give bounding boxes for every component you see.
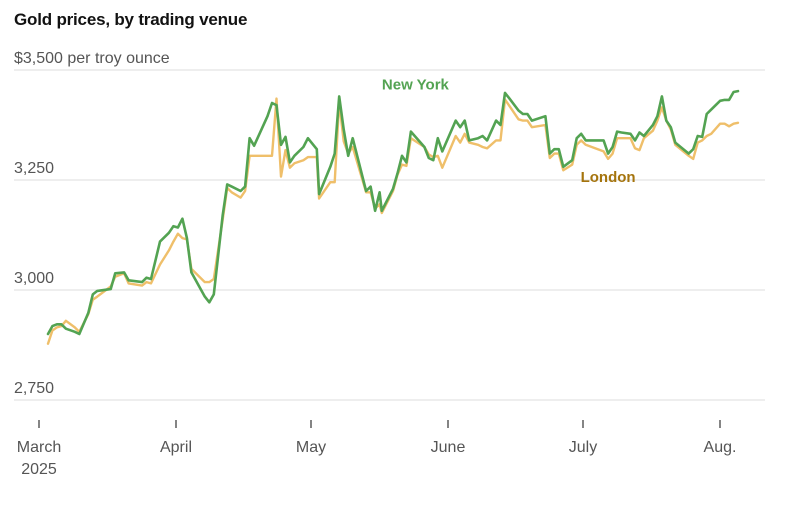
- grid: $3,500 per troy ounce 3,250 3,000 2,750: [14, 50, 765, 401]
- series-line-new-york: [46, 89, 740, 336]
- x-tick-label-1: April: [160, 439, 192, 456]
- x-tick-label-5: Aug.: [704, 439, 737, 456]
- series-label-london: London: [581, 169, 636, 186]
- x-tick-label-2: May: [296, 439, 326, 456]
- x-tick-label-4: July: [569, 439, 597, 456]
- series-label-new-york: New York: [382, 76, 450, 93]
- y-tick-label-0: $3,500 per troy ounce: [14, 50, 170, 67]
- series-lines: [46, 89, 740, 345]
- x-tick-label-0: March: [17, 439, 61, 456]
- x-tick-sublabel-0: 2025: [21, 461, 57, 478]
- y-tick-label-3: 2,750: [14, 380, 54, 397]
- chart-title: Gold prices, by trading venue: [14, 10, 248, 29]
- series-labels: New York London: [382, 76, 636, 186]
- y-tick-label-2: 3,000: [14, 270, 54, 287]
- x-tick-label-3: June: [431, 439, 466, 456]
- x-axis: March 2025 April May June July Aug.: [17, 420, 737, 478]
- y-tick-label-1: 3,250: [14, 160, 54, 177]
- series-line-london: [46, 97, 740, 345]
